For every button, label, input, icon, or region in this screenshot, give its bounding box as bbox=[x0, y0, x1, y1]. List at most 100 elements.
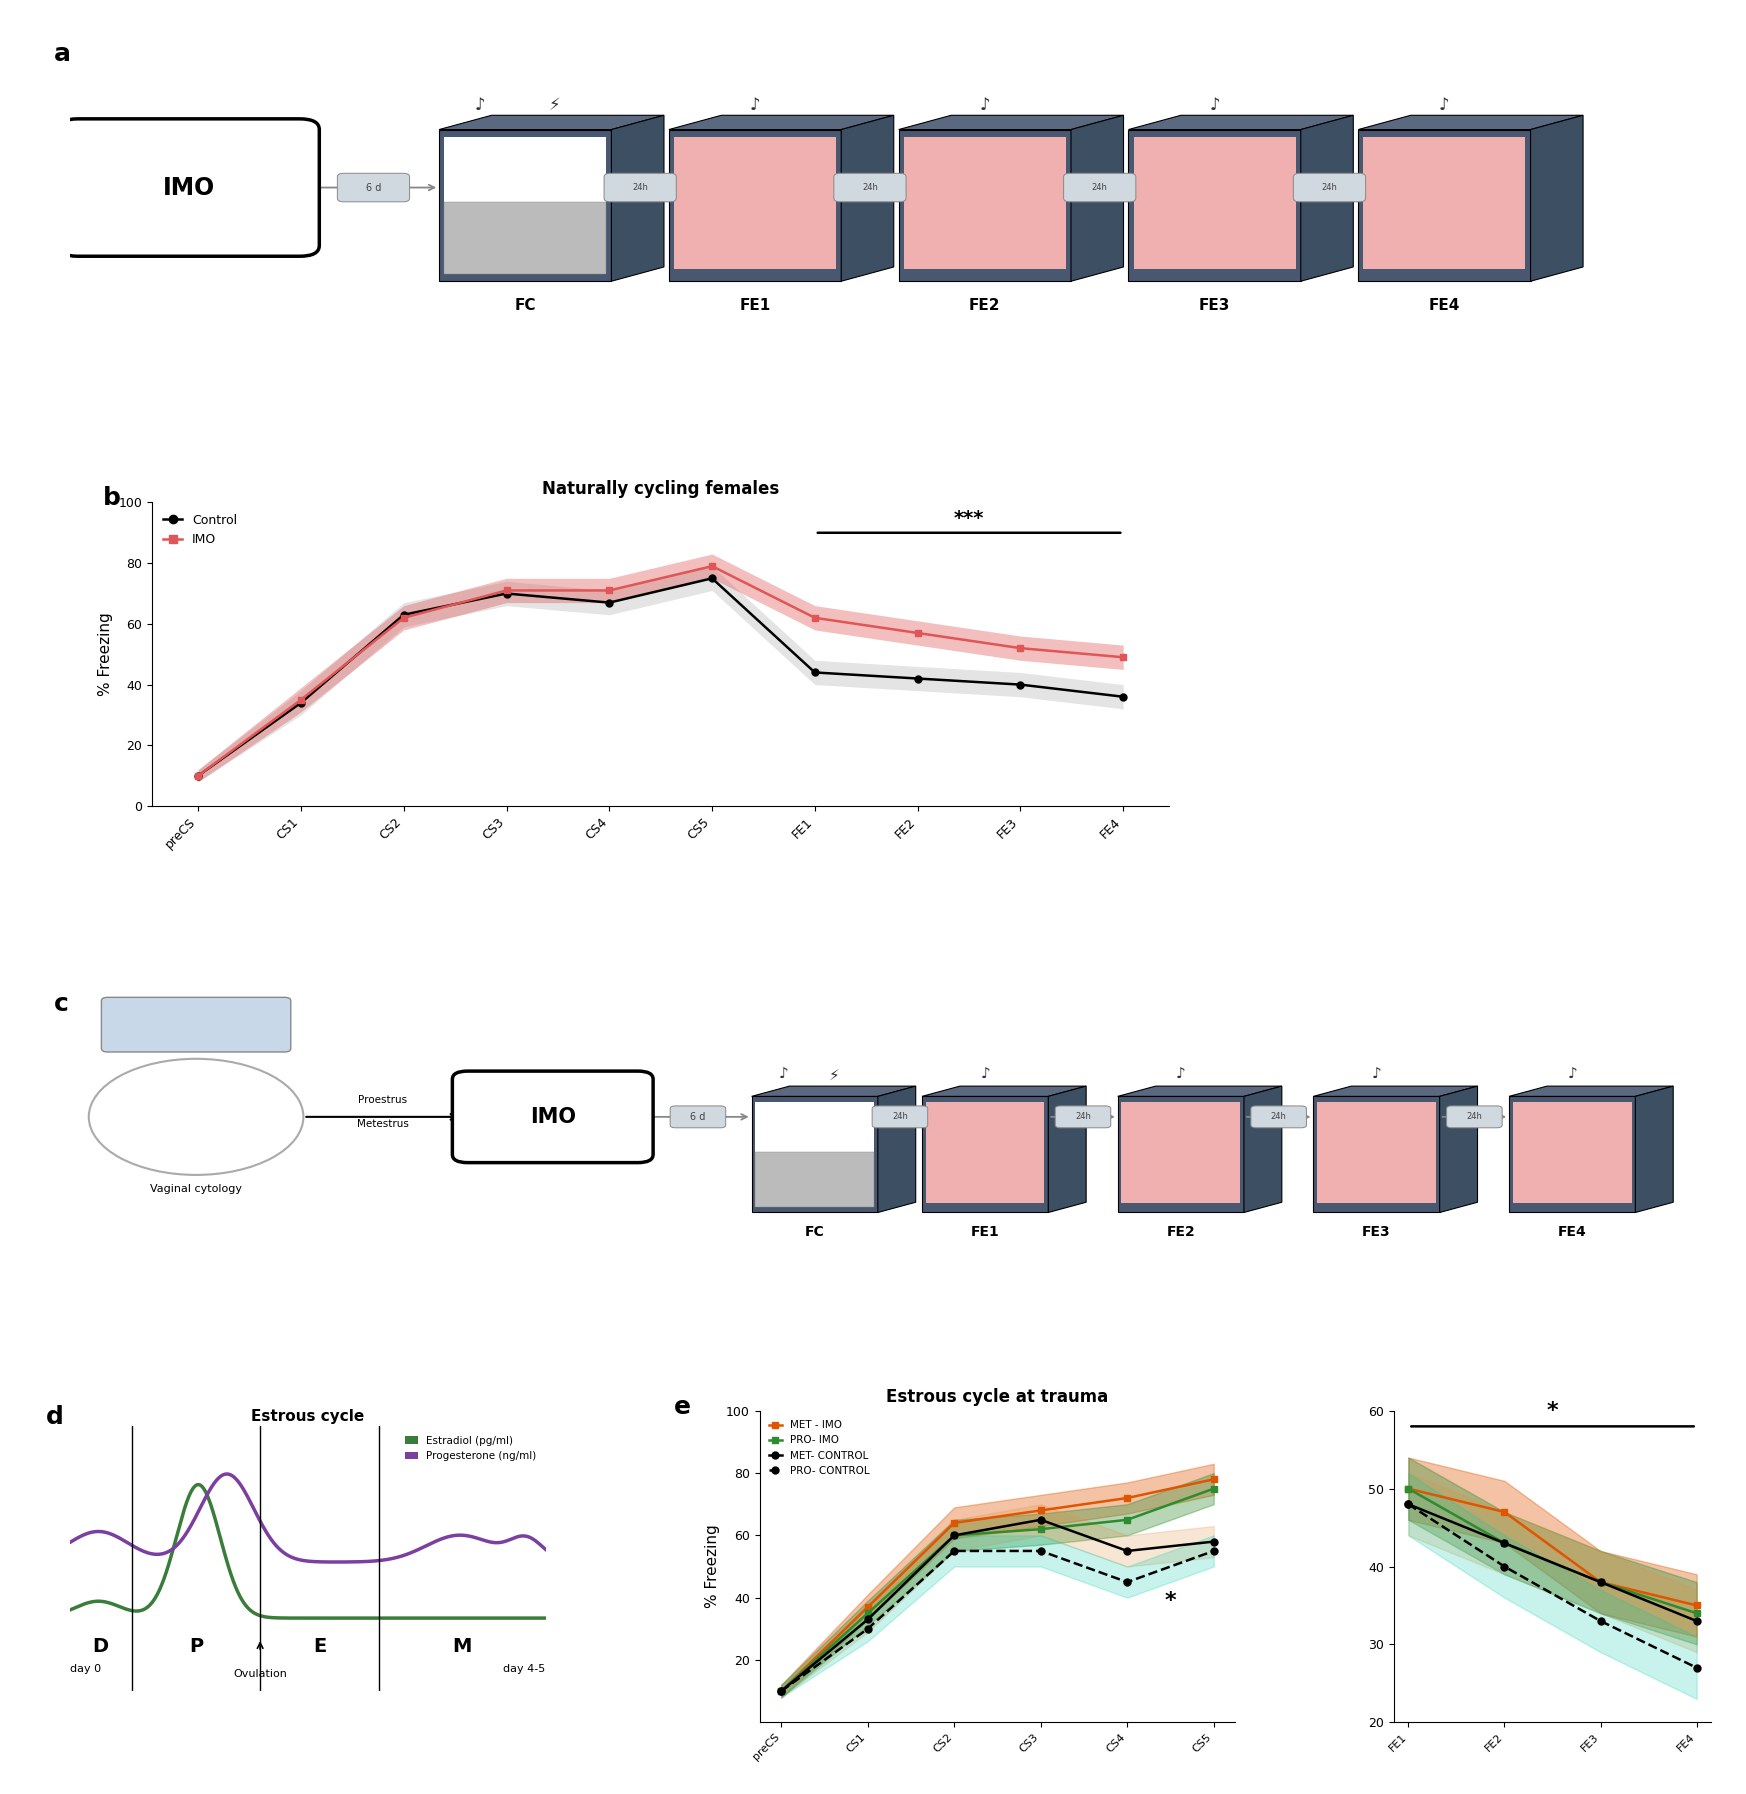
Text: 24h: 24h bbox=[632, 183, 648, 192]
Polygon shape bbox=[1512, 1102, 1631, 1204]
Text: ⚡: ⚡ bbox=[548, 97, 560, 115]
Polygon shape bbox=[1048, 1085, 1086, 1213]
Text: Vaginal cytology: Vaginal cytology bbox=[150, 1184, 243, 1193]
FancyBboxPatch shape bbox=[101, 997, 292, 1051]
Text: ♪: ♪ bbox=[749, 97, 760, 115]
Text: ♪: ♪ bbox=[475, 97, 485, 115]
Text: ♪: ♪ bbox=[1177, 1067, 1186, 1082]
FancyBboxPatch shape bbox=[337, 174, 410, 201]
FancyBboxPatch shape bbox=[873, 1105, 927, 1128]
Polygon shape bbox=[756, 1152, 875, 1207]
Text: Metestrus: Metestrus bbox=[356, 1119, 409, 1128]
Polygon shape bbox=[1070, 115, 1123, 282]
FancyBboxPatch shape bbox=[670, 1105, 726, 1128]
Circle shape bbox=[89, 1058, 304, 1175]
Text: 6 d: 6 d bbox=[690, 1112, 705, 1121]
Text: ♪: ♪ bbox=[779, 1067, 787, 1082]
Text: d: d bbox=[45, 1405, 65, 1428]
Text: ♪: ♪ bbox=[1568, 1067, 1577, 1082]
Text: 24h: 24h bbox=[863, 183, 878, 192]
Legend: MET - IMO, PRO- IMO, MET- CONTROL, PRO- CONTROL: MET - IMO, PRO- IMO, MET- CONTROL, PRO- … bbox=[765, 1415, 873, 1480]
Polygon shape bbox=[1128, 129, 1301, 282]
Polygon shape bbox=[899, 129, 1070, 282]
Text: ♪: ♪ bbox=[1372, 1067, 1381, 1082]
Text: 24h: 24h bbox=[1322, 183, 1337, 192]
Text: 24h: 24h bbox=[1091, 183, 1107, 192]
Polygon shape bbox=[1121, 1102, 1240, 1204]
Polygon shape bbox=[751, 1096, 878, 1213]
Text: FE4: FE4 bbox=[1428, 298, 1460, 312]
Text: 6 d: 6 d bbox=[365, 183, 381, 192]
FancyBboxPatch shape bbox=[452, 1071, 653, 1163]
Text: a: a bbox=[54, 41, 70, 66]
FancyBboxPatch shape bbox=[1063, 174, 1137, 201]
FancyBboxPatch shape bbox=[1055, 1105, 1110, 1128]
Text: b: b bbox=[103, 486, 120, 509]
Text: 24h: 24h bbox=[892, 1112, 908, 1121]
Text: Proestrus: Proestrus bbox=[358, 1094, 407, 1105]
FancyBboxPatch shape bbox=[604, 174, 676, 201]
Text: FE4: FE4 bbox=[1557, 1225, 1587, 1238]
Text: *: * bbox=[1547, 1401, 1559, 1421]
Polygon shape bbox=[1117, 1096, 1243, 1213]
Text: FE2: FE2 bbox=[969, 298, 1000, 312]
Polygon shape bbox=[669, 115, 894, 129]
Polygon shape bbox=[674, 136, 836, 269]
Text: IMO: IMO bbox=[162, 176, 215, 199]
Polygon shape bbox=[1133, 136, 1296, 269]
Polygon shape bbox=[925, 1102, 1044, 1204]
Polygon shape bbox=[1301, 115, 1353, 282]
Text: *: * bbox=[1165, 1591, 1177, 1611]
Polygon shape bbox=[1364, 136, 1526, 269]
Polygon shape bbox=[1316, 1102, 1435, 1204]
Text: FE2: FE2 bbox=[1166, 1225, 1196, 1238]
Polygon shape bbox=[899, 115, 1123, 129]
Polygon shape bbox=[1243, 1085, 1282, 1213]
Polygon shape bbox=[1313, 1096, 1440, 1213]
Polygon shape bbox=[1509, 1085, 1673, 1096]
Polygon shape bbox=[1636, 1085, 1673, 1213]
Text: FE1: FE1 bbox=[971, 1225, 999, 1238]
FancyBboxPatch shape bbox=[1250, 1105, 1306, 1128]
Text: ♪: ♪ bbox=[980, 97, 990, 115]
Text: c: c bbox=[54, 992, 68, 1015]
Text: FE1: FE1 bbox=[740, 298, 770, 312]
Text: ♪: ♪ bbox=[1439, 97, 1449, 115]
Text: ⚡: ⚡ bbox=[828, 1067, 840, 1082]
FancyBboxPatch shape bbox=[1294, 174, 1365, 201]
Text: FE3: FE3 bbox=[1200, 298, 1231, 312]
Text: ♪: ♪ bbox=[980, 1067, 990, 1082]
Text: FE3: FE3 bbox=[1362, 1225, 1392, 1238]
Text: FC: FC bbox=[805, 1225, 824, 1238]
Polygon shape bbox=[1509, 1096, 1636, 1213]
FancyBboxPatch shape bbox=[835, 174, 906, 201]
Text: 24h: 24h bbox=[1467, 1112, 1482, 1121]
Text: IMO: IMO bbox=[529, 1107, 576, 1127]
FancyBboxPatch shape bbox=[1447, 1105, 1502, 1128]
Polygon shape bbox=[1313, 1085, 1477, 1096]
Polygon shape bbox=[904, 136, 1065, 269]
Polygon shape bbox=[751, 1085, 915, 1096]
Polygon shape bbox=[922, 1096, 1048, 1213]
Text: e: e bbox=[674, 1396, 691, 1419]
Polygon shape bbox=[1531, 115, 1584, 282]
Text: ♪: ♪ bbox=[1210, 97, 1220, 115]
Polygon shape bbox=[878, 1085, 915, 1213]
Polygon shape bbox=[756, 1102, 875, 1204]
Polygon shape bbox=[443, 203, 606, 274]
Text: FC: FC bbox=[515, 298, 536, 312]
Polygon shape bbox=[611, 115, 663, 282]
Polygon shape bbox=[669, 129, 842, 282]
Polygon shape bbox=[440, 115, 663, 129]
Polygon shape bbox=[440, 129, 611, 282]
Polygon shape bbox=[842, 115, 894, 282]
Polygon shape bbox=[922, 1085, 1086, 1096]
Polygon shape bbox=[1358, 129, 1531, 282]
Y-axis label: % Freezing: % Freezing bbox=[705, 1525, 721, 1609]
Text: 24h: 24h bbox=[1271, 1112, 1287, 1121]
Polygon shape bbox=[1128, 115, 1353, 129]
Polygon shape bbox=[1117, 1085, 1282, 1096]
Polygon shape bbox=[1358, 115, 1584, 129]
FancyBboxPatch shape bbox=[58, 118, 320, 257]
Text: 24h: 24h bbox=[1076, 1112, 1091, 1121]
